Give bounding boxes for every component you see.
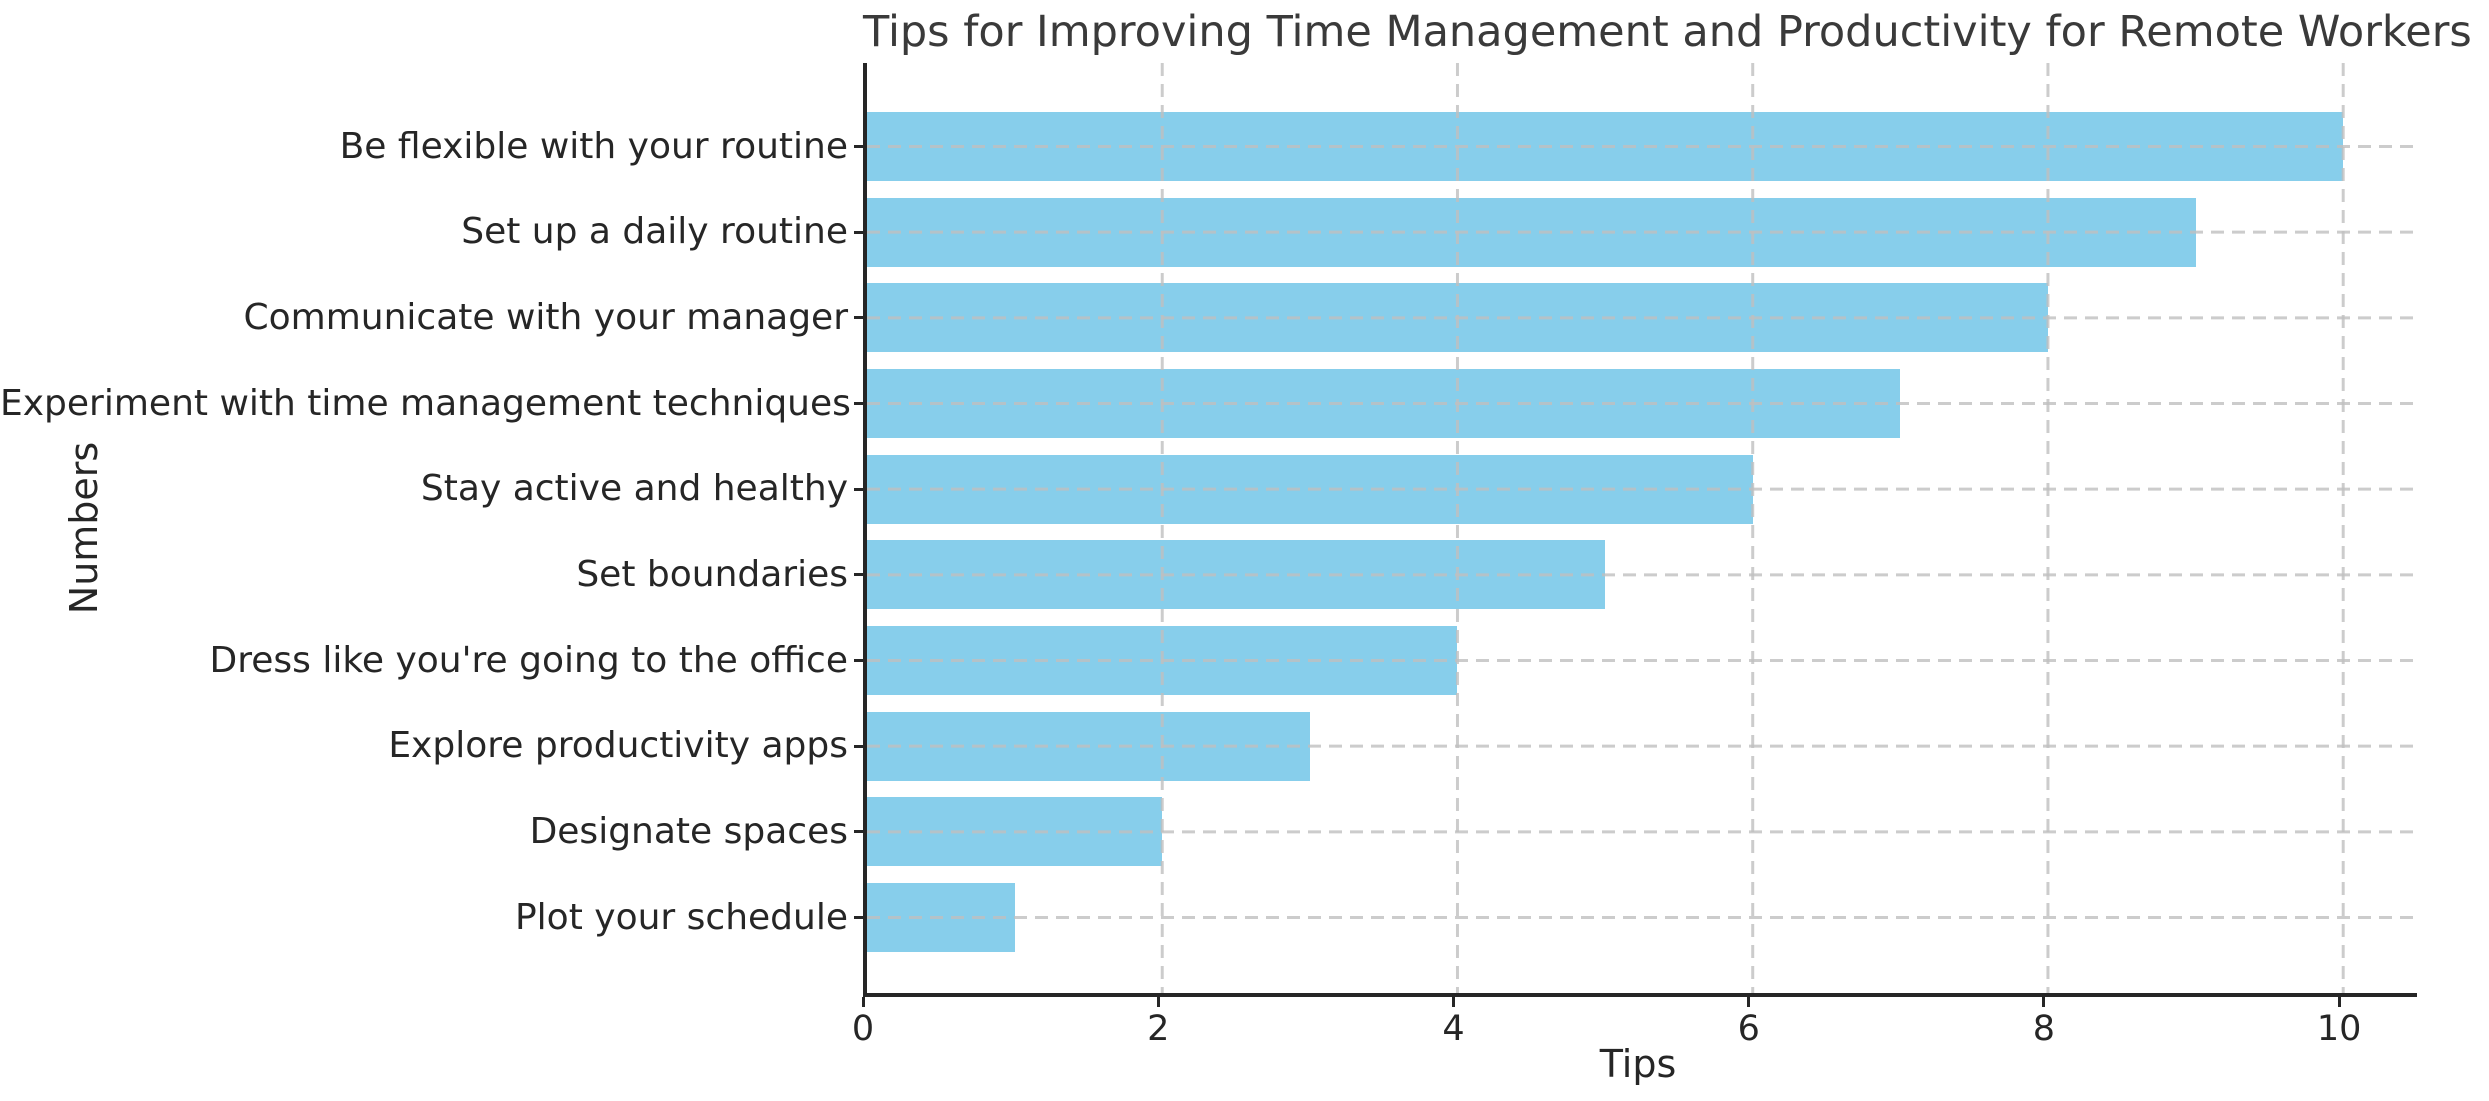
x-tick-mark [1747,997,1751,1007]
y-tick-mark [854,744,863,748]
bar [867,626,1458,695]
y-category-label: Set boundaries [576,553,848,595]
y-category-label: Communicate with your manager [243,296,848,338]
bar [867,197,2196,267]
x-tick-label: 10 [2316,1009,2362,1049]
bar [867,283,2048,353]
bar [867,369,1901,438]
y-tick-mark [854,316,863,320]
bar [867,883,1015,952]
y-category-label: Plot your schedule [514,896,848,938]
x-tick-mark [2042,997,2046,1007]
y-tick-mark [854,402,863,405]
bar [867,112,2344,181]
x-tick-label: 2 [1147,1009,1170,1049]
x-tick-label: 4 [1442,1009,1465,1049]
chart-title: Tips for Improving Time Management and P… [863,7,2472,57]
y-tick-mark [854,573,863,577]
bar [867,711,1310,781]
y-category-label: Stay active and healthy [420,468,848,510]
x-tick-mark [1451,997,1455,1007]
plot-area [863,63,2417,997]
x-axis-label: Tips [1599,1042,1677,1086]
y-tick-mark [854,830,863,834]
y-category-label: Be flexible with your routine [339,125,848,167]
y-axis-label: Numbers [62,441,107,615]
y-tick-mark [854,487,863,491]
x-tick-mark [861,997,865,1007]
y-category-label: Dress like you're going to the office [209,639,848,681]
bar [867,454,1753,524]
y-tick-mark [854,659,863,662]
y-category-label: Designate spaces [529,810,848,852]
y-category-label: Experiment with time management techniqu… [0,382,851,424]
x-tick-mark [1156,997,1160,1007]
x-tick-label: 6 [1737,1009,1760,1049]
y-category-label: Explore productivity apps [388,725,848,767]
x-tick-mark [2337,997,2341,1007]
x-tick-label: 0 [851,1009,875,1049]
y-category-label: Set up a daily routine [461,211,848,253]
y-tick-mark [854,145,863,148]
y-category-labels: Be flexible with your routine Set up a da… [0,0,851,1101]
y-tick-mark [854,916,863,919]
bar [867,540,1606,610]
x-tick-label: 8 [2032,1009,2056,1049]
bar [867,797,1163,867]
y-tick-mark [854,230,863,234]
bars-layer [867,63,2417,993]
